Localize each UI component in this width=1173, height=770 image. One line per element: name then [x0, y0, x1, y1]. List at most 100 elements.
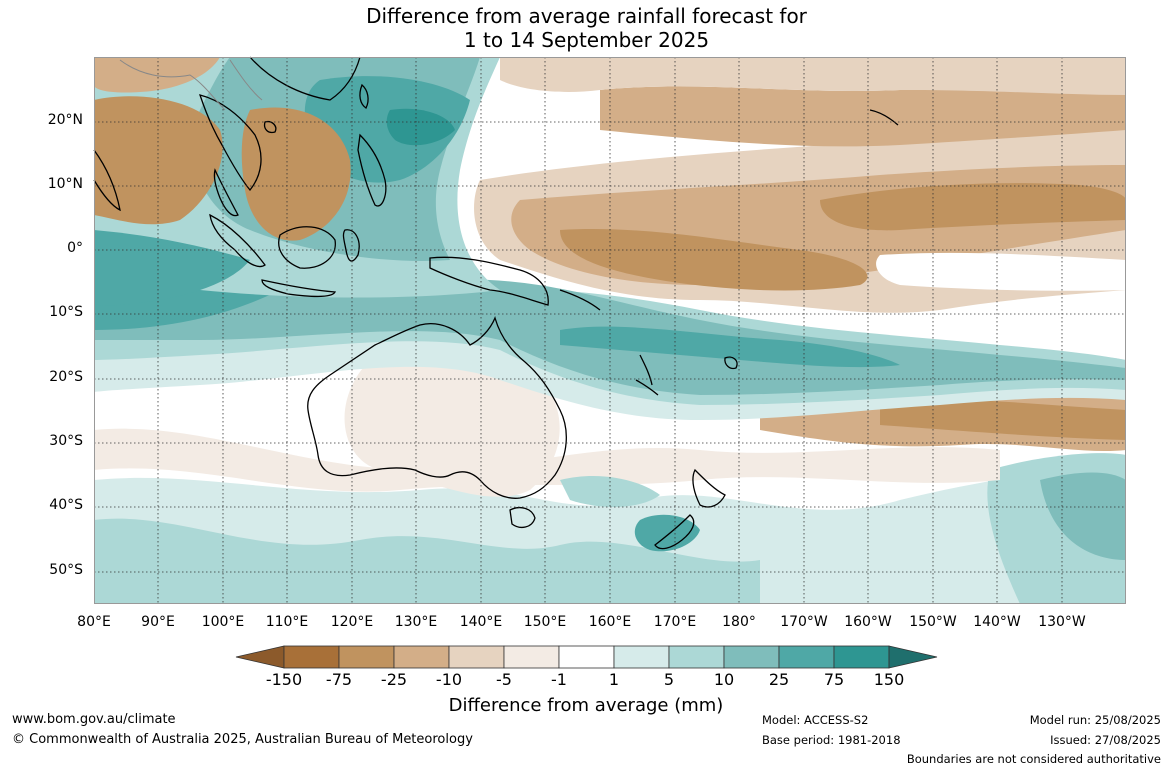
lon-label: 120°E	[330, 614, 374, 630]
vanuatu-islands	[639, 354, 653, 386]
malay-peninsula-outline	[213, 168, 239, 217]
far-north-dry	[94, 57, 220, 93]
graticule	[94, 57, 1126, 604]
lat-label: 10°N	[47, 176, 83, 192]
colorbar	[235, 645, 938, 669]
lat-label: 0°	[67, 240, 83, 256]
china-coast-outline	[249, 56, 361, 101]
border-line	[229, 59, 263, 101]
lat-label: 20°N	[47, 112, 83, 128]
colorbar-tick: -25	[380, 670, 408, 689]
lon-label: 160°E	[588, 614, 632, 630]
lat-label: 10°S	[49, 304, 83, 320]
sw-pacific-wet-strong	[1040, 472, 1126, 560]
colorbar-tick: 1	[608, 670, 620, 689]
model-name: Model: ACCESS-S2	[762, 713, 869, 727]
australia-dry-faint	[344, 349, 560, 497]
indochina-dry	[94, 96, 223, 225]
lon-label: 90°E	[141, 614, 175, 630]
indian-ocean-wet	[94, 230, 250, 306]
lon-label: 140°W	[973, 614, 1021, 630]
indochina-outline	[199, 94, 262, 192]
philippines-dry	[241, 107, 351, 241]
colorbar-tick: 150	[873, 670, 905, 689]
colorbar-tick: 75	[823, 670, 845, 689]
colorbar-tick: -75	[325, 670, 353, 689]
lon-label: 150°E	[523, 614, 567, 630]
colorbar-tick: -150	[265, 670, 303, 689]
southern-wet-light	[94, 518, 760, 604]
map-frame	[94, 57, 1126, 604]
lat-label: 30°S	[49, 433, 83, 449]
colorbar-swatch	[503, 645, 560, 669]
india-outline	[93, 149, 121, 212]
java-outline	[261, 279, 337, 298]
colorbar-swatch	[833, 645, 890, 669]
lon-label: 140°E	[459, 614, 503, 630]
colorbar-swatch	[668, 645, 725, 669]
borneo-outline	[278, 226, 336, 269]
title-line-2: 1 to 14 September 2025	[463, 28, 710, 52]
colorbar-swatch	[613, 645, 670, 669]
colorbar-swatch	[723, 645, 780, 669]
title-line-1: Difference from average rainfall forecas…	[366, 4, 807, 28]
central-pacific-neutral	[876, 252, 1126, 291]
tasmania-outline	[509, 507, 536, 529]
colorbar-extend-low	[235, 645, 285, 669]
country-borders	[119, 59, 263, 111]
lon-label: 100°E	[201, 614, 245, 630]
new-caledonia	[635, 379, 659, 396]
tropic-dry-north	[600, 86, 1126, 147]
lat-label: 40°S	[49, 497, 83, 513]
colorbar-swatch	[448, 645, 505, 669]
lon-label: 80°E	[77, 614, 111, 630]
taiwan-outline	[359, 83, 369, 109]
sumatra-outline	[209, 213, 266, 268]
lat-label: 50°S	[49, 562, 83, 578]
lon-label: 180°	[722, 614, 756, 630]
lon-label: 150°W	[909, 614, 957, 630]
colorbar-tick: 5	[663, 670, 675, 689]
border-line	[119, 59, 226, 111]
colorbar-tick: 10	[713, 670, 735, 689]
lon-label: 130°E	[394, 614, 438, 630]
tasman-wet	[560, 475, 660, 507]
copyright-text: © Commonwealth of Australia 2025, Austra…	[12, 732, 473, 747]
lon-label: 110°E	[265, 614, 309, 630]
colorbar-extend-high	[888, 645, 938, 669]
hawaii-islands	[869, 109, 899, 126]
coastlines	[93, 56, 899, 550]
new-zealand-south	[654, 514, 695, 550]
new-zealand-north	[692, 468, 726, 508]
central-pacific-dry-strong	[820, 183, 1126, 231]
colorbar-swatch	[283, 645, 340, 669]
lon-label: 170°E	[653, 614, 697, 630]
nz-wet	[634, 514, 700, 552]
colorbar-title: Difference from average (mm)	[448, 695, 724, 716]
north-dry-faint	[500, 57, 1126, 95]
colorbar-tick: -5	[496, 670, 512, 689]
colorbar-tick: -10	[435, 670, 463, 689]
colorbar-tick: -1	[551, 670, 567, 689]
sulawesi-outline	[342, 229, 360, 262]
coral-sea-wet	[560, 326, 900, 368]
eq-dry-strong	[560, 229, 868, 291]
colorbar-swatch	[778, 645, 835, 669]
lat-label: 20°S	[49, 369, 83, 385]
website-link[interactable]: www.bom.gov.au/climate	[12, 712, 176, 727]
issued-date: Issued: 27/08/2025	[1050, 733, 1161, 747]
lon-label: 170°W	[780, 614, 828, 630]
boundaries-disclaimer: Boundaries are not considered authoritat…	[906, 752, 1161, 766]
colorbar-swatch	[338, 645, 395, 669]
base-period: Base period: 1981-2018	[762, 733, 901, 747]
map-title: Difference from average rainfall forecas…	[0, 4, 1173, 52]
colorbar-tick: 25	[768, 670, 790, 689]
philippines-outline	[357, 133, 387, 207]
south-pacific-dry-inner	[880, 398, 1126, 440]
fiji-islands	[724, 356, 738, 370]
australia-outline	[307, 316, 567, 499]
model-run-date: Model run: 25/08/2025	[1029, 713, 1161, 727]
new-guinea-outline	[429, 256, 549, 306]
lon-label: 130°W	[1038, 614, 1086, 630]
